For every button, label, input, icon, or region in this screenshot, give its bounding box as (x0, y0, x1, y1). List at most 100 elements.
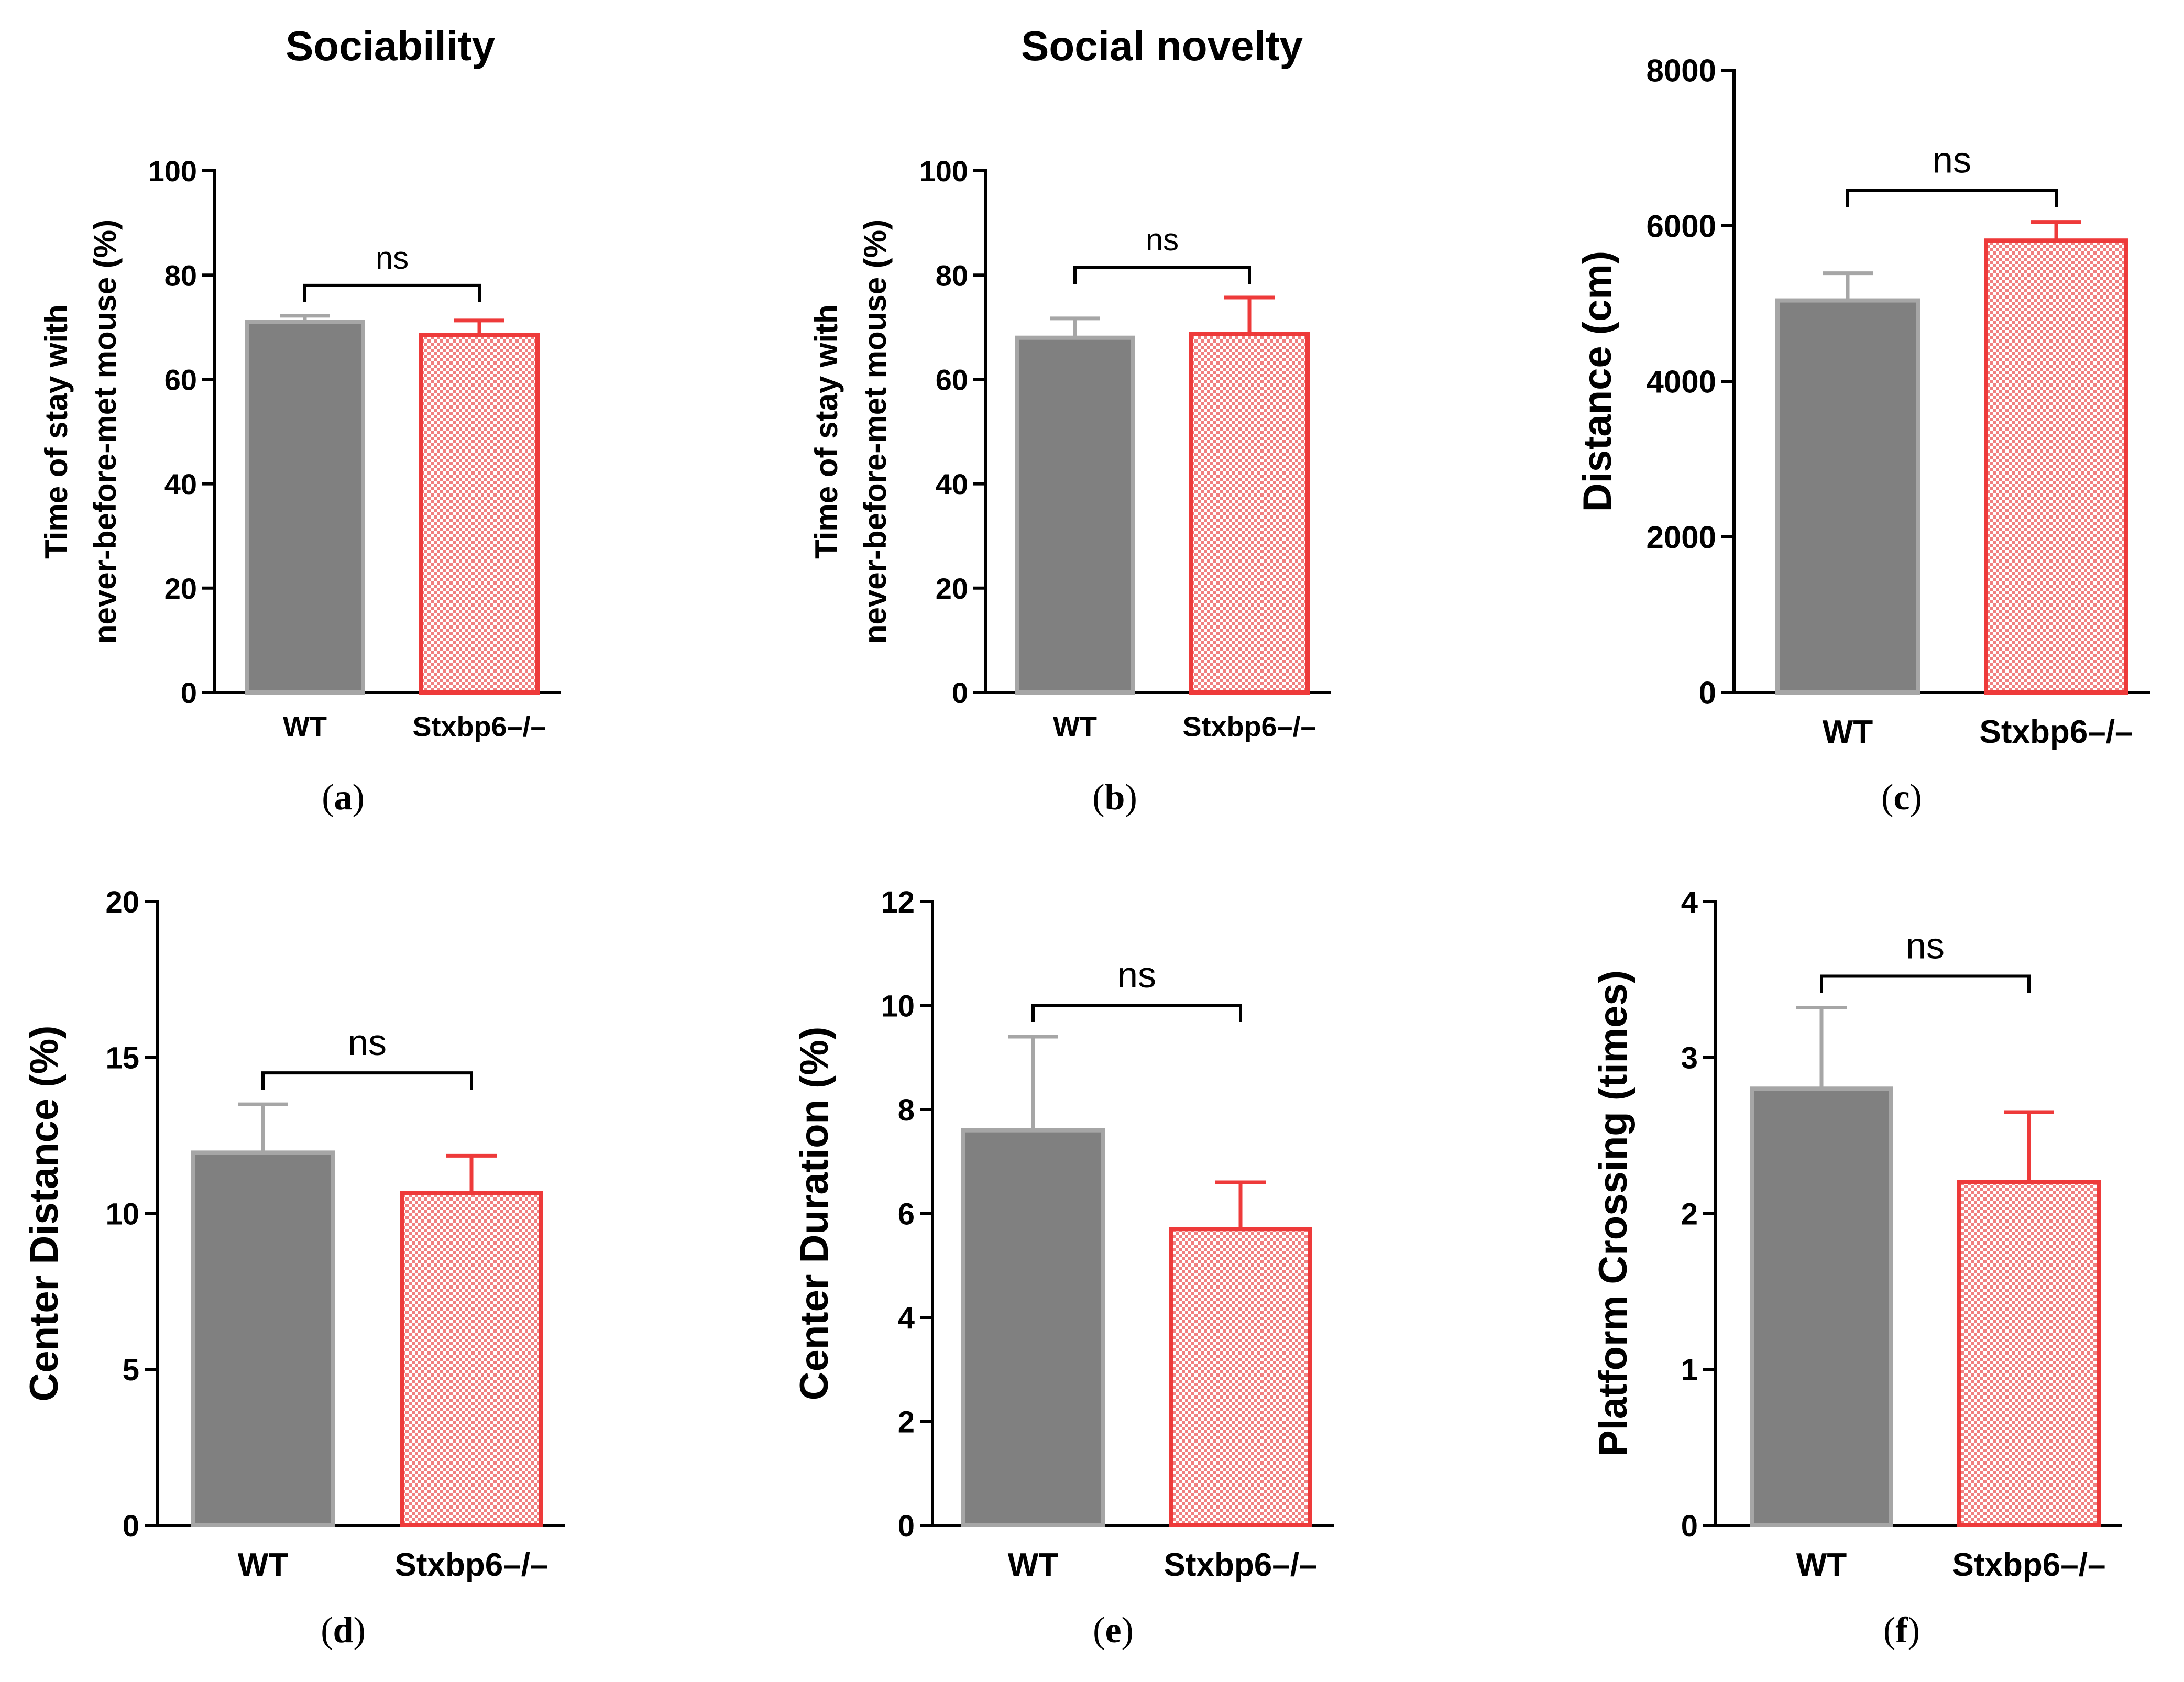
significance-label: ns (1117, 954, 1156, 995)
panel-caption: (f) (1883, 1610, 1920, 1651)
y-axis-label: Time of stay with never-before-met mouse … (39, 219, 123, 644)
x-category-label: WT (1053, 711, 1097, 743)
x-category-label: Stxbp6–/– (1980, 714, 2133, 750)
y-tick-label: 2000 (1647, 520, 1716, 555)
y-axis-label-line: never-before-met mouse (%) (858, 219, 893, 644)
y-tick-label: 0 (1681, 1509, 1698, 1543)
y-tick-label: 0 (123, 1509, 139, 1543)
chart-panel-f: 0 1 2 3 4 Platform Crossing (times) WT Stxbp6–/… (1591, 885, 2122, 1651)
bar-wt (245, 320, 365, 695)
y-tick-label: 6 (898, 1197, 915, 1231)
bar-stxbp6 (1984, 238, 2128, 695)
x-category-label: WT (283, 711, 327, 743)
caption-paren-close: ) (1122, 1610, 1134, 1651)
y-axis-label-line: never-before-met mouse (%) (87, 219, 123, 644)
bar-stxbp6 (1189, 332, 1310, 695)
x-category-label: Stxbp6–/– (412, 711, 546, 743)
y-tick-label: 40 (936, 468, 968, 501)
bar-wt (191, 1150, 335, 1527)
y-tick-label: 8 (898, 1093, 915, 1127)
caption-paren-close: ) (1908, 1610, 1920, 1651)
caption-letter: f (1895, 1610, 1908, 1651)
x-category-label: WT (1008, 1547, 1059, 1583)
significance-label: ns (1933, 140, 1971, 181)
significance-bracket (1073, 266, 1251, 284)
significance-label: ns (1146, 222, 1179, 257)
bar-wt (961, 1128, 1105, 1527)
caption-paren-open: ( (1093, 1610, 1105, 1651)
panel-caption: (c) (1881, 777, 1922, 818)
y-tick-label: 12 (881, 885, 915, 919)
caption-letter: b (1105, 777, 1125, 818)
bar-stxbp6 (1169, 1227, 1312, 1527)
panel-caption: (d) (321, 1610, 366, 1651)
caption-paren-close: ) (1910, 777, 1922, 818)
y-tick-label: 0 (898, 1509, 915, 1543)
significance-bracket (1846, 189, 2058, 207)
significance-bracket (261, 1071, 473, 1090)
y-tick-label: 15 (105, 1041, 139, 1075)
y-tick-label: 4 (898, 1301, 915, 1335)
y-tick-label: 60 (936, 364, 968, 397)
chart-panel-b: Social novelty 0 20 40 60 80 100 Time of stay w… (809, 23, 1331, 818)
y-tick-label: 0 (181, 676, 197, 709)
x-category-label: WT (238, 1547, 289, 1583)
chart-panel-d: 0 5 10 15 20 Center Distance (%) WT Stxbp6–/– ns… (22, 885, 565, 1651)
y-axis-label: Distance (cm) (1575, 251, 1620, 512)
y-tick-label: 80 (164, 259, 197, 292)
caption-letter: e (1105, 1610, 1121, 1651)
y-tick-label: 8000 (1647, 53, 1716, 89)
chart-title: Social novelty (1021, 23, 1303, 69)
y-tick-label: 2 (1681, 1197, 1698, 1231)
y-tick-label: 5 (123, 1353, 139, 1387)
y-tick-label: 3 (1681, 1041, 1698, 1075)
x-category-label: Stxbp6–/– (1182, 711, 1316, 743)
x-category-label: WT (1823, 714, 1873, 750)
significance-bracket (1031, 1004, 1242, 1023)
bar-wt (1750, 1086, 1893, 1528)
significance-label: ns (376, 240, 409, 276)
significance-bracket (303, 283, 481, 302)
significance-label: ns (348, 1022, 387, 1063)
caption-paren-open: ( (322, 777, 334, 818)
caption-paren-open: ( (1883, 1610, 1895, 1651)
panel-caption: (a) (322, 777, 365, 818)
caption-paren-close: ) (353, 777, 365, 818)
caption-letter: c (1893, 777, 1909, 818)
y-axis-label: Center Distance (%) (22, 1026, 67, 1402)
y-tick-label: 10 (105, 1197, 139, 1231)
chart-panel-e: 0 2 4 6 8 10 12 Center Duration (%) WT Stxbp6–/– n… (792, 885, 1334, 1651)
x-category-label: Stxbp6–/– (1164, 1547, 1318, 1583)
y-tick-label: 20 (105, 885, 139, 919)
y-tick-label: 10 (881, 989, 915, 1023)
chart-panel-a: Sociability 0 20 40 60 80 100 Time of stay with… (39, 23, 561, 818)
y-axis-label: Center Duration (%) (792, 1027, 837, 1401)
y-tick-label: 60 (164, 364, 197, 397)
bar-wt (1775, 298, 1920, 695)
significance-bracket (1820, 974, 2031, 993)
y-tick-label: 2 (898, 1405, 915, 1439)
caption-paren-close: ) (353, 1610, 365, 1651)
caption-paren-open: ( (1881, 777, 1893, 818)
x-category-label: WT (1796, 1547, 1847, 1583)
y-tick-label: 0 (952, 676, 968, 709)
y-axis-label-line: Time of stay with (809, 304, 844, 559)
y-tick-label: 80 (936, 259, 968, 292)
panel-caption: (b) (1092, 777, 1137, 818)
y-axis-label-line: Time of stay with (39, 304, 74, 559)
caption-letter: a (334, 777, 353, 818)
caption-letter: d (333, 1610, 354, 1651)
x-category-label: Stxbp6–/– (395, 1547, 548, 1583)
caption-paren-close: ) (1125, 777, 1137, 818)
y-tick-label: 6000 (1647, 209, 1716, 244)
y-tick-label: 4 (1681, 885, 1698, 919)
y-tick-label: 20 (936, 572, 968, 605)
y-tick-label: 40 (164, 468, 197, 501)
y-tick-label: 0 (1699, 676, 1716, 711)
y-tick-label: 100 (919, 155, 968, 188)
y-axis-label: Platform Crossing (times) (1591, 970, 1636, 1457)
y-tick-label: 20 (164, 572, 197, 605)
chart-title: Sociability (286, 23, 496, 69)
